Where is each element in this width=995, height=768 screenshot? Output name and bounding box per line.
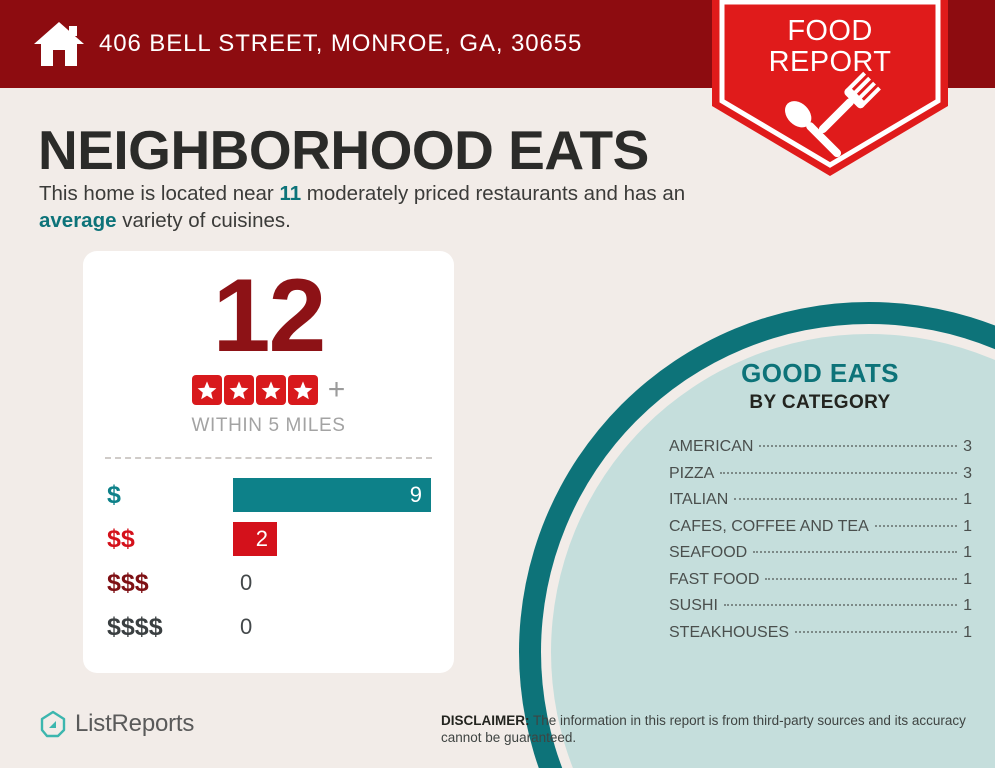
subtitle-part1: This home is located near <box>39 182 280 205</box>
category-leader-dots <box>753 551 958 553</box>
subtitle-highlight-count: 11 <box>279 182 302 205</box>
category-count: 1 <box>963 517 972 535</box>
price-bar-value: 0 <box>240 570 253 595</box>
price-bar-value: 9 <box>409 482 422 507</box>
category-count: 1 <box>963 491 972 508</box>
star-icon <box>191 375 222 405</box>
price-bar-value: 0 <box>240 614 253 639</box>
star-rating: + <box>83 375 454 405</box>
price-level-label: $$$$ <box>107 612 163 641</box>
home-icon <box>34 22 84 66</box>
disclaimer-text: The information in this report is from t… <box>441 713 966 745</box>
category-count: 3 <box>963 438 972 455</box>
category-count: 3 <box>963 464 972 482</box>
good-eats-panel: GOOD EATS BY CATEGORY AMERICAN 3 PIZZA 3 ITA… <box>655 358 985 650</box>
badge-shape <box>712 0 948 176</box>
category-leader-dots <box>795 630 958 633</box>
category-count: 1 <box>963 544 972 561</box>
page-subtitle: This home is located near 11 moderately … <box>39 180 689 234</box>
category-row: CAFES, COFFEE AND TEA 1 <box>669 518 972 545</box>
listreports-house-icon <box>40 710 66 738</box>
star-icon <box>287 375 318 405</box>
category-row: SEAFOOD 1 <box>669 544 972 571</box>
category-leader-dots <box>759 445 958 447</box>
good-eats-title: GOOD EATS <box>741 358 899 388</box>
price-row: $$ 2 <box>83 517 454 561</box>
category-row: PIZZA 3 <box>669 465 972 492</box>
subtitle-part2: moderately priced restaurants and has an <box>301 182 686 205</box>
price-bar-track: 0 <box>233 610 252 644</box>
category-row: SUSHI 1 <box>669 597 972 624</box>
category-name: STEAKHOUSES <box>669 623 790 641</box>
category-row: ITALIAN 1 <box>669 491 972 518</box>
price-bar-track: 0 <box>233 566 252 600</box>
subtitle-highlight-variety: average <box>39 209 117 232</box>
price-level-label: $ <box>107 480 121 509</box>
good-eats-subtitle: BY CATEGORY <box>749 392 891 413</box>
category-row: AMERICAN 3 <box>669 438 972 465</box>
price-row: $9 <box>83 473 454 517</box>
category-row: FAST FOOD 1 <box>669 571 972 598</box>
disclaimer: DISCLAIMER: The information in this repo… <box>441 712 987 746</box>
price-level-label: $$$ <box>107 568 149 597</box>
price-level-label: $$ <box>107 524 135 553</box>
spoon-fork-icon <box>785 71 881 158</box>
food-report-badge: FOOD REPORT <box>712 0 948 176</box>
page-title: NEIGHBORHOOD EATS <box>38 119 649 181</box>
stats-card: 12 + WITHIN 5 MILES $9 $$ 2 $$$ 0 $$$$ 0 <box>83 251 454 673</box>
star-icon <box>255 375 286 405</box>
price-bar-track: 9 <box>233 478 431 512</box>
price-bar: 9 <box>233 478 431 512</box>
listreports-logo-text: ListReports <box>75 710 195 737</box>
category-name: CAFES, COFFEE AND TEA <box>669 517 869 535</box>
category-name: FAST FOOD <box>669 570 760 588</box>
category-leader-dots <box>765 577 958 580</box>
star-plus-label: + <box>327 373 346 406</box>
category-count: 1 <box>963 570 972 588</box>
listreports-logo[interactable]: ListReports <box>40 710 194 738</box>
restaurant-count: 12 <box>212 258 327 374</box>
category-name: SEAFOOD <box>669 544 748 561</box>
price-bar-track: 2 <box>233 522 277 556</box>
category-leader-dots <box>874 524 958 527</box>
price-row: $$$$ 0 <box>83 605 454 649</box>
price-chart: $9 $$ 2 $$$ 0 $$$$ 0 <box>83 473 454 649</box>
category-name: AMERICAN <box>669 438 754 455</box>
category-name: SUSHI <box>669 597 718 614</box>
stars-container <box>191 375 320 405</box>
category-leader-dots <box>720 471 958 474</box>
within-miles-label: WITHIN 5 MILES <box>191 415 346 436</box>
category-count: 1 <box>963 597 972 614</box>
subtitle-part3: variety of cuisines. <box>116 209 291 232</box>
address-text: 406 BELL STREET, MONROE, GA, 30655 <box>99 30 583 57</box>
category-count: 1 <box>963 623 972 641</box>
price-row: $$$ 0 <box>83 561 454 605</box>
category-list: AMERICAN 3 PIZZA 3 ITALIAN 1 CAFES, COFFEE AND… <box>655 438 985 650</box>
star-icon <box>223 375 254 405</box>
category-row: STEAKHOUSES 1 <box>669 624 972 651</box>
disclaimer-label: DISCLAIMER: <box>441 713 530 728</box>
price-bar-value: 2 <box>255 526 268 551</box>
category-leader-dots <box>734 498 958 500</box>
category-name: ITALIAN <box>669 491 729 508</box>
category-leader-dots <box>723 604 958 606</box>
price-bar: 2 <box>233 522 277 556</box>
category-name: PIZZA <box>669 464 715 482</box>
card-divider <box>105 457 432 459</box>
